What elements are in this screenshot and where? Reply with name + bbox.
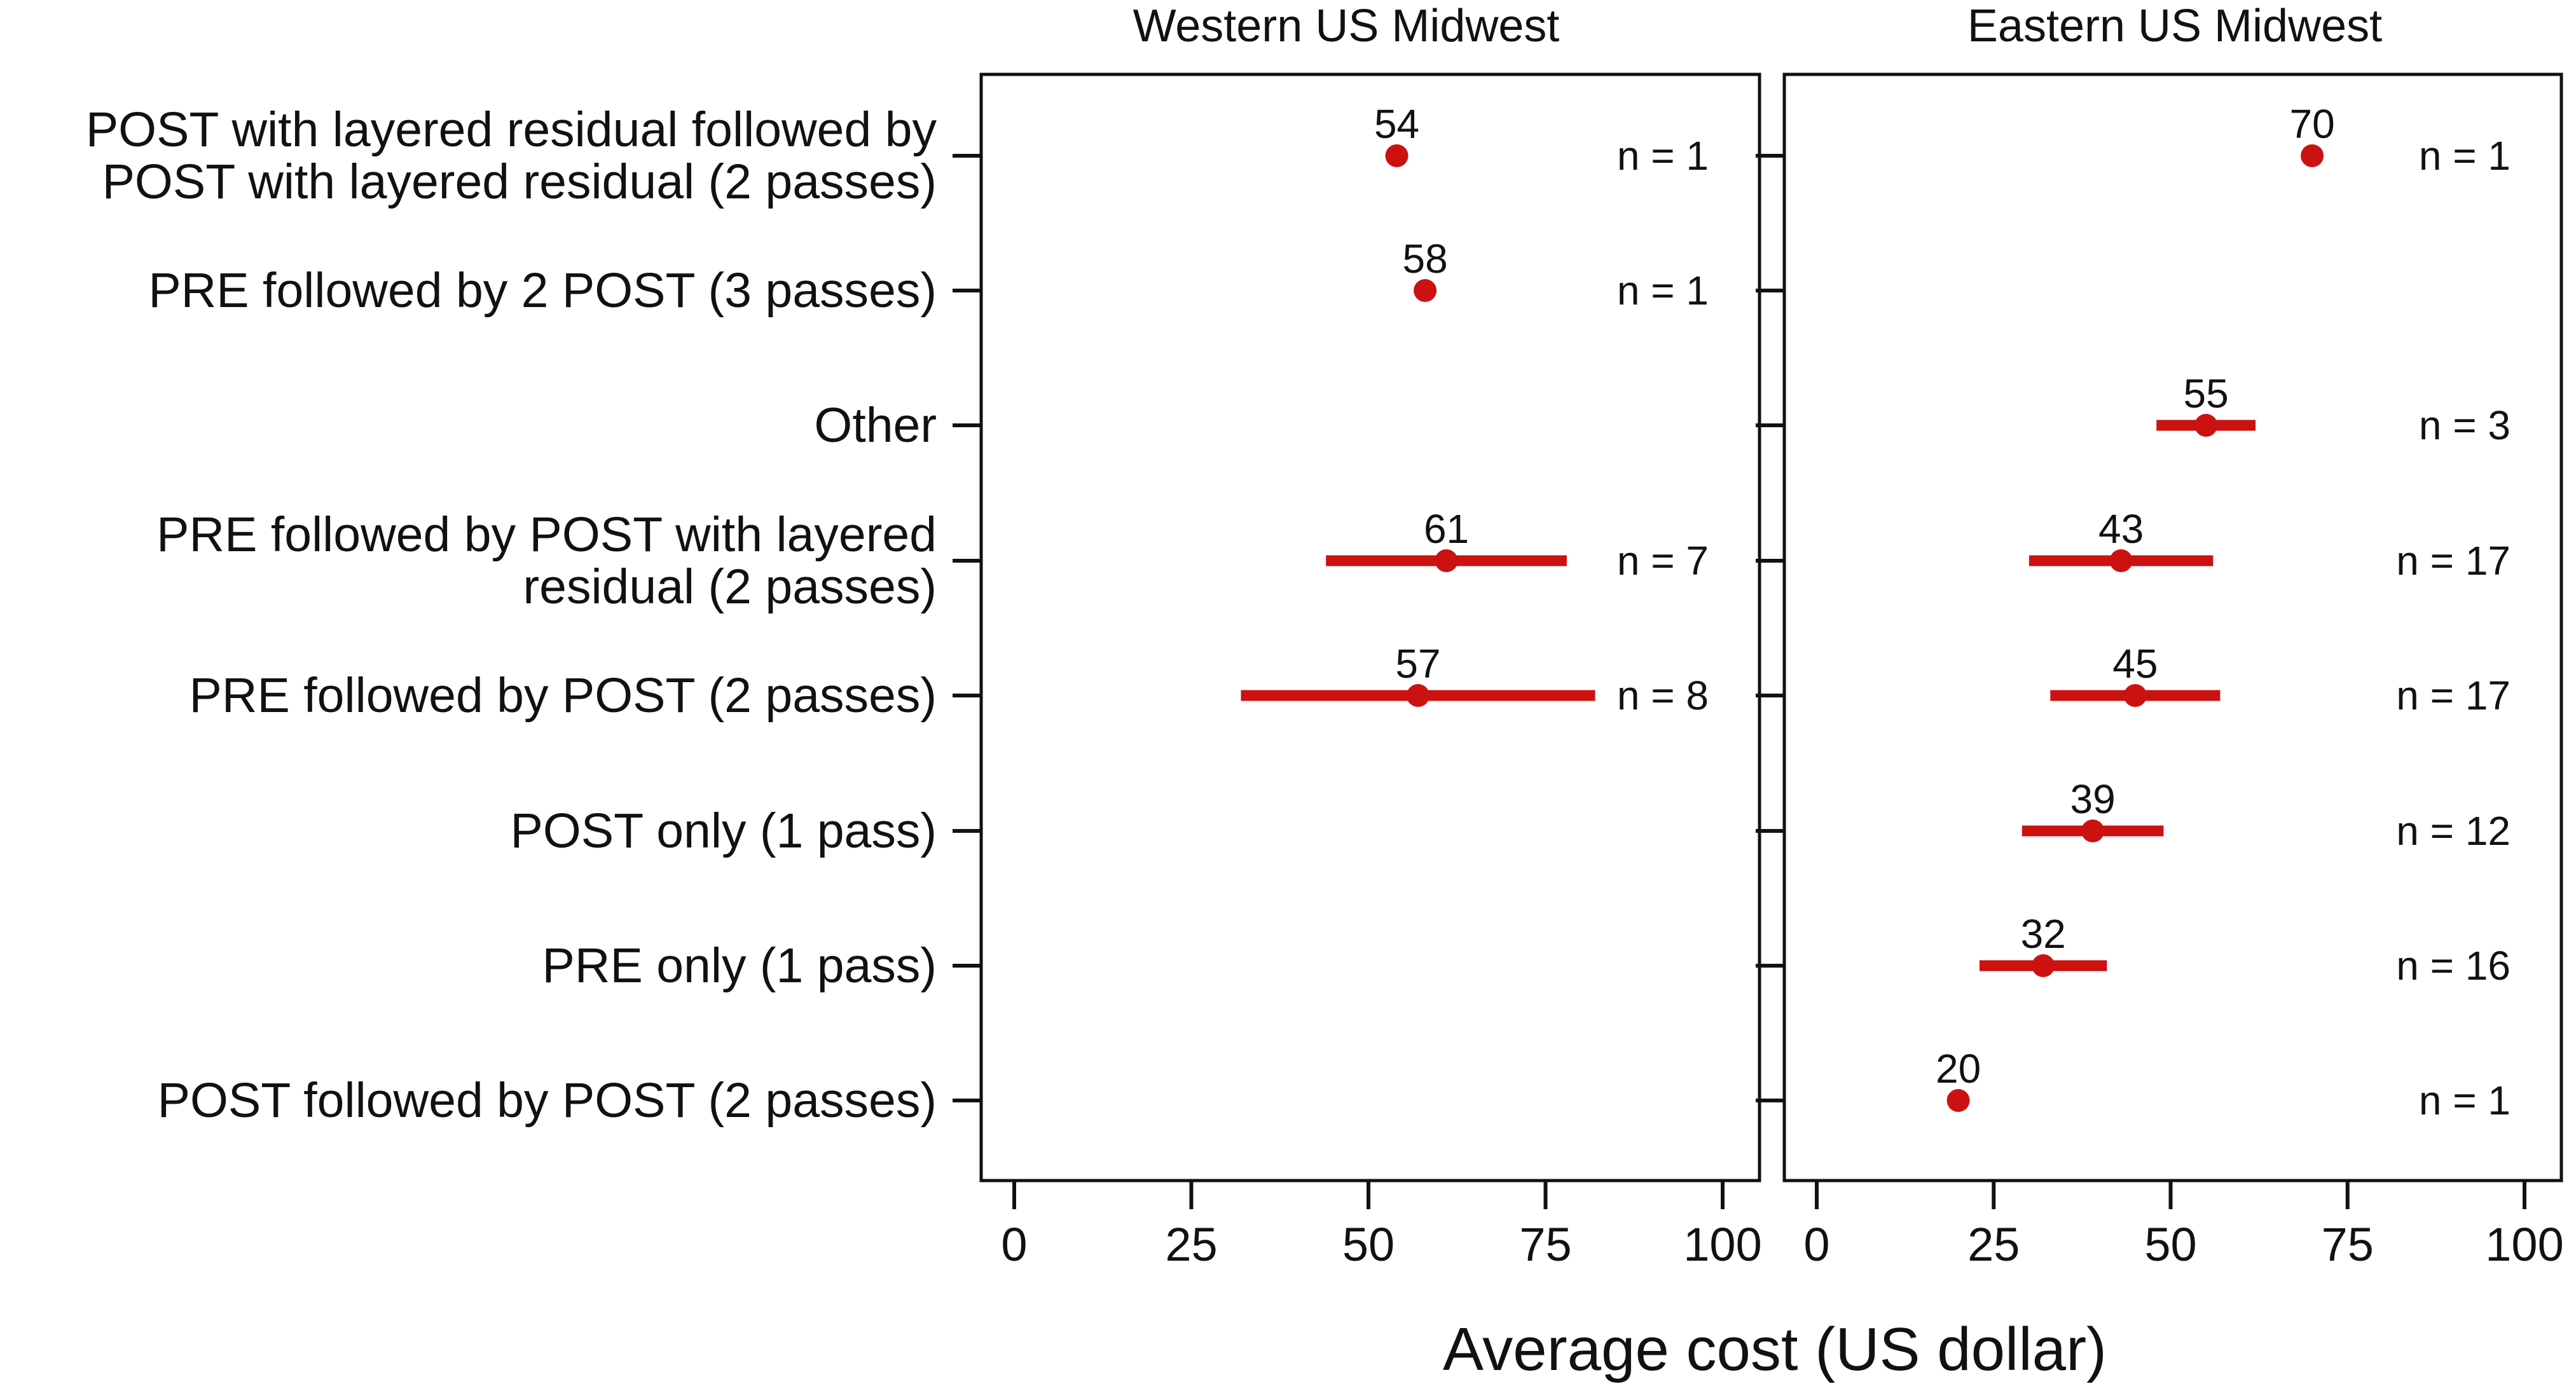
sample-size-label: n = 8 <box>1617 673 1709 718</box>
data-label: 61 <box>1424 506 1469 552</box>
category-label: PRE only (1 pass) <box>542 938 937 993</box>
sample-size-label: n = 1 <box>1617 133 1709 179</box>
data-label: 45 <box>2112 641 2158 687</box>
panel-2: Eastern US Midwest 0 25 50 75 100 70 n = 1 55 n =… <box>1756 1 2564 1271</box>
panel-1: Western US Midwest 0 25 50 75 100 54 n = 1 58 n =… <box>953 1 1762 1271</box>
data-point <box>1435 549 1458 572</box>
x-tick-label: 100 <box>2485 1218 2563 1271</box>
data-point <box>2123 684 2147 707</box>
category-label: residual (2 passes) <box>523 559 937 614</box>
data-point <box>1946 1089 1970 1112</box>
sample-size-label: n = 7 <box>1617 538 1709 584</box>
x-tick-label: 75 <box>2322 1218 2374 1271</box>
panel-frame <box>1782 72 2563 1182</box>
data-point <box>1385 144 1409 167</box>
category-label: POST only (1 pass) <box>511 804 937 858</box>
panel-title: Eastern US Midwest <box>1967 1 2382 51</box>
panel-frame <box>979 72 1761 1182</box>
sample-size-label: n = 17 <box>2396 538 2511 584</box>
data-label: 70 <box>2290 101 2335 147</box>
category-label: POST followed by POST (2 passes) <box>158 1073 937 1128</box>
data-label: 57 <box>1395 641 1440 687</box>
x-tick-label: 0 <box>1001 1218 1027 1271</box>
data-label: 32 <box>2021 911 2066 957</box>
data-label: 54 <box>1374 101 1419 147</box>
category-label: PRE followed by POST with layered <box>156 507 937 562</box>
x-tick-label: 100 <box>1683 1218 1761 1271</box>
x-tick-label: 0 <box>1803 1218 1829 1271</box>
data-point <box>1406 684 1429 707</box>
data-label: 43 <box>2098 506 2144 552</box>
sample-size-label: n = 12 <box>2396 808 2511 854</box>
category-label: POST with layered residual (2 passes) <box>102 154 937 209</box>
x-tick-label: 75 <box>1519 1218 1571 1271</box>
sample-size-label: n = 17 <box>2396 673 2511 718</box>
x-axis-label: Average cost (US dollar) <box>1443 1315 2107 1383</box>
data-label: 20 <box>1936 1046 1981 1092</box>
x-tick-label: 50 <box>2144 1218 2196 1271</box>
sample-size-label: n = 1 <box>2419 133 2511 179</box>
sample-size-label: n = 1 <box>1617 268 1709 313</box>
data-point <box>1414 279 1437 302</box>
chart-panels: Western US Midwest 0 25 50 75 100 54 n = 1 58 n =… <box>953 1 2564 1271</box>
category-label: PRE followed by 2 POST (3 passes) <box>148 263 937 318</box>
category-label: POST with layered residual followed by <box>86 102 937 157</box>
category-label: Other <box>814 398 937 453</box>
sample-size-label: n = 3 <box>2419 402 2511 448</box>
data-label: 39 <box>2070 776 2115 822</box>
data-point <box>2109 549 2133 572</box>
category-labels: POST with layered residual followed byPO… <box>86 102 937 1128</box>
data-point <box>2032 954 2055 977</box>
sample-size-label: n = 16 <box>2396 943 2511 989</box>
x-tick-label: 50 <box>1342 1218 1395 1271</box>
data-point <box>2081 819 2105 842</box>
sample-size-label: n = 1 <box>2419 1078 2511 1123</box>
panel-title: Western US Midwest <box>1133 1 1560 51</box>
data-label: 55 <box>2184 371 2229 416</box>
x-tick-label: 25 <box>1165 1218 1217 1271</box>
category-label: PRE followed by POST (2 passes) <box>189 668 937 723</box>
data-label: 58 <box>1403 236 1448 282</box>
x-tick-label: 25 <box>1967 1218 2020 1271</box>
data-point <box>2194 414 2218 437</box>
data-point <box>2301 144 2324 167</box>
